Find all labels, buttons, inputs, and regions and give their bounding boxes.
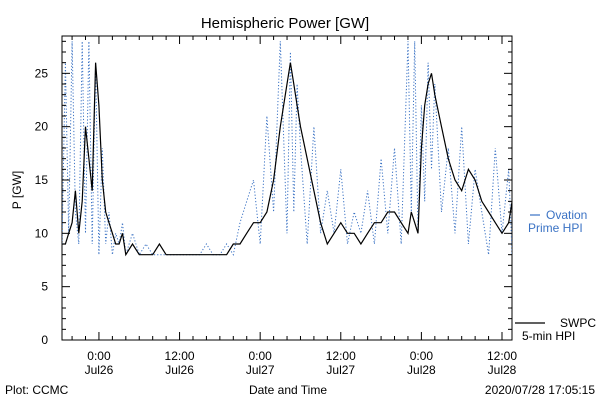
y-tick-label: 20 [35, 120, 49, 134]
series-layer [62, 41, 512, 257]
x-tick-date-label: Jul28 [407, 363, 436, 377]
y-tick-label: 5 [41, 280, 48, 294]
legend-swpc-label-2: 5-min HPI [522, 329, 575, 343]
y-tick-label: 25 [35, 66, 49, 80]
x-tick-date-label: Jul27 [246, 363, 275, 377]
footer-credit: Plot: CCMC [5, 383, 69, 397]
y-tick-label: 10 [35, 226, 49, 240]
y-axis-label: P [GW] [10, 171, 24, 209]
x-tick-time-label: 12:00 [487, 349, 517, 363]
y-tick-label: 0 [41, 333, 48, 347]
x-tick-date-label: Jul26 [85, 363, 114, 377]
legend-ovation-label-1: Ovation [546, 208, 587, 222]
legend-ovation: Ovation Prime HPI [528, 208, 587, 235]
legend-ovation-label-2: Prime HPI [528, 221, 583, 235]
x-tick-time-label: 0:00 [87, 349, 111, 363]
axis-layer: 05101520250:00Jul2612:00Jul260:00Jul2712… [35, 36, 517, 377]
legend-swpc: SWPC 5-min HPI [515, 316, 596, 343]
chart-title: Hemispheric Power [GW] [201, 15, 369, 32]
x-tick-time-label: 12:00 [165, 349, 195, 363]
x-tick-time-label: 12:00 [326, 349, 356, 363]
x-tick-date-label: Jul26 [165, 363, 194, 377]
y-tick-label: 15 [35, 173, 49, 187]
x-tick-time-label: 0:00 [410, 349, 434, 363]
swpc-hpi-line [62, 62, 512, 257]
x-axis-label: Date and Time [249, 383, 327, 397]
x-tick-time-label: 0:00 [248, 349, 272, 363]
footer-timestamp: 2020/07/28 17:05:15 [485, 383, 595, 397]
x-tick-date-label: Jul28 [488, 363, 517, 377]
legend-swpc-label-1: SWPC [560, 316, 596, 330]
ovation-prime-line [62, 41, 512, 257]
x-tick-date-label: Jul27 [326, 363, 355, 377]
